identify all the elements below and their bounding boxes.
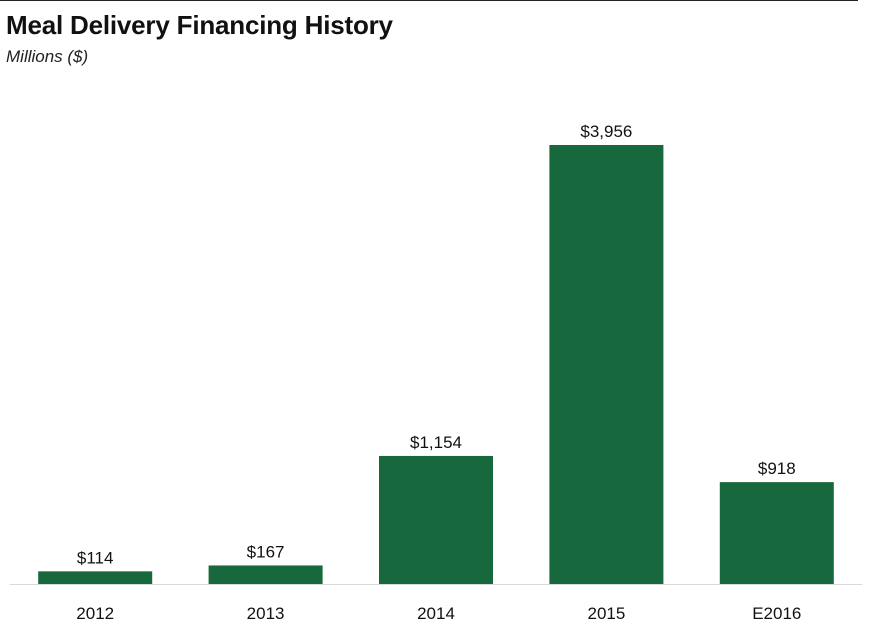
x-tick-label-2013: 2013 <box>247 604 285 623</box>
data-label-2012: $114 <box>77 548 114 567</box>
data-label-2015: $3,956 <box>580 122 632 141</box>
bar-e2016 <box>719 482 834 584</box>
bar-2012 <box>38 571 153 584</box>
chart-subtitle: Millions ($) <box>6 47 89 66</box>
chart-title: Meal Delivery Financing History <box>6 10 393 40</box>
data-label-e2016: $918 <box>758 459 796 478</box>
data-label-2014: $1,154 <box>410 433 462 452</box>
x-tick-label-e2016: E2016 <box>752 604 801 623</box>
x-tick-label-2014: 2014 <box>417 604 455 623</box>
data-label-2013: $167 <box>247 542 285 561</box>
top-rule <box>0 0 858 1</box>
bar-2015 <box>549 145 664 584</box>
x-tick-label-2015: 2015 <box>587 604 625 623</box>
bar-2013 <box>208 565 323 584</box>
x-tick-label-2012: 2012 <box>76 604 114 623</box>
bar-2014 <box>379 455 493 584</box>
